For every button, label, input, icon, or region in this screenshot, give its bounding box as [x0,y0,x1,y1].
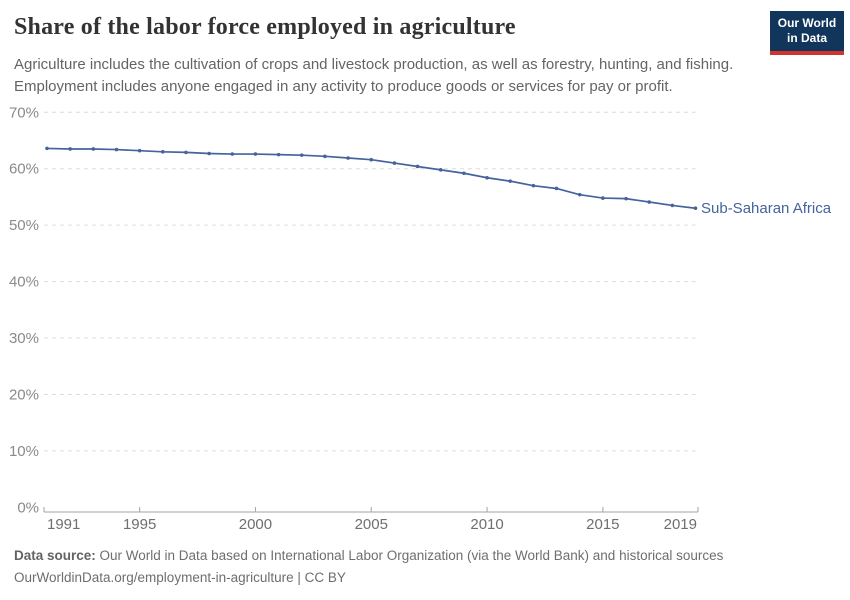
line-chart: 0% 10% 20% 30% 40% 50% 60% 70% 1991 1995 2000 2005 2… [9,104,832,533]
data-source-label: Data source: [14,548,96,563]
data-source-text: Our World in Data based on International… [95,548,724,563]
data-point[interactable] [91,147,96,151]
series-line[interactable] [46,147,697,210]
data-point[interactable] [438,168,443,172]
x-axis-tick-label: 2015 [586,516,619,533]
data-point[interactable] [161,150,165,154]
owid-logo-line-2: in Data [786,31,827,45]
data-point[interactable] [114,147,119,152]
subtitle-line-1: Agriculture includes the cultivation of … [14,56,734,73]
data-point[interactable] [624,196,628,201]
data-point[interactable] [68,147,72,151]
data-point[interactable] [184,150,188,155]
data-point[interactable] [207,151,211,156]
data-point[interactable] [693,206,698,211]
x-axis-tick-label: 2005 [355,516,388,533]
license-line: OurWorldinData.org/employment-in-agricul… [14,570,346,585]
data-point[interactable] [647,200,651,204]
y-axis-tick-label: 0% [17,499,39,516]
data-point[interactable] [45,146,49,151]
data-point[interactable] [601,196,605,200]
y-axis-tick-label: 70% [9,104,39,121]
x-axis-tick-label: 1991 [47,516,80,533]
data-point[interactable] [276,152,281,157]
owid-logo: Our World in Data [770,11,844,55]
data-point[interactable] [508,179,513,183]
y-axis-tick-label: 10% [9,443,39,460]
data-point[interactable] [230,152,235,156]
y-axis-tick-label: 30% [9,330,39,347]
data-point[interactable] [137,148,142,153]
owid-logo-line-1: Our World [777,16,837,30]
data-point[interactable] [346,156,350,160]
data-point[interactable] [415,164,420,169]
x-axis-tick-label: 1995 [123,516,156,533]
x-axis-tick-label: 2010 [470,516,503,533]
x-axis-tick-label: 2019 [664,516,697,533]
data-point[interactable] [531,183,536,188]
data-point[interactable] [462,171,466,176]
data-point[interactable] [392,161,397,165]
y-axis-tick-label: 50% [9,217,39,234]
chart-subtitle: Agriculture includes the cultivation of … [14,54,774,98]
page-title: Share of the labor force employed in agr… [14,14,516,40]
data-point[interactable] [253,152,258,156]
data-point[interactable] [323,154,327,159]
data-point[interactable] [670,203,675,208]
data-point[interactable] [299,153,304,157]
y-axis-tick-label: 40% [9,274,39,291]
data-point[interactable] [369,157,374,162]
chart-footer: Data source: Our World in Data based on … [14,545,814,589]
data-source-line: Data source: Our World in Data based on … [14,545,814,567]
data-point[interactable] [554,186,559,191]
x-axis-tick-label: 2000 [239,516,272,533]
y-axis-tick-label: 20% [9,386,39,403]
subtitle-line-2: Employment includes anyone engaged in an… [14,78,673,95]
data-point[interactable] [577,192,582,197]
y-axis-tick-label: 60% [9,161,39,178]
data-point[interactable] [485,175,489,180]
series-end-label[interactable]: Sub-Saharan Africa [701,200,832,217]
